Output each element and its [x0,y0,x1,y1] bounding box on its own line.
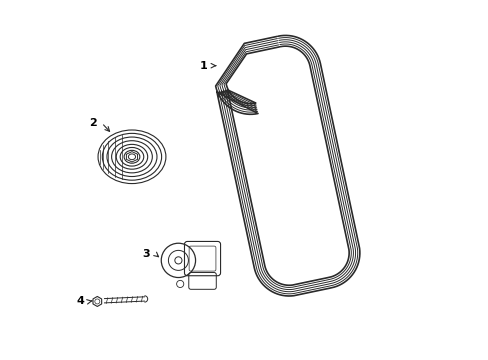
Text: 2: 2 [89,118,96,128]
Text: 4: 4 [76,296,84,306]
Text: 1: 1 [199,61,207,71]
Text: 3: 3 [142,249,150,259]
